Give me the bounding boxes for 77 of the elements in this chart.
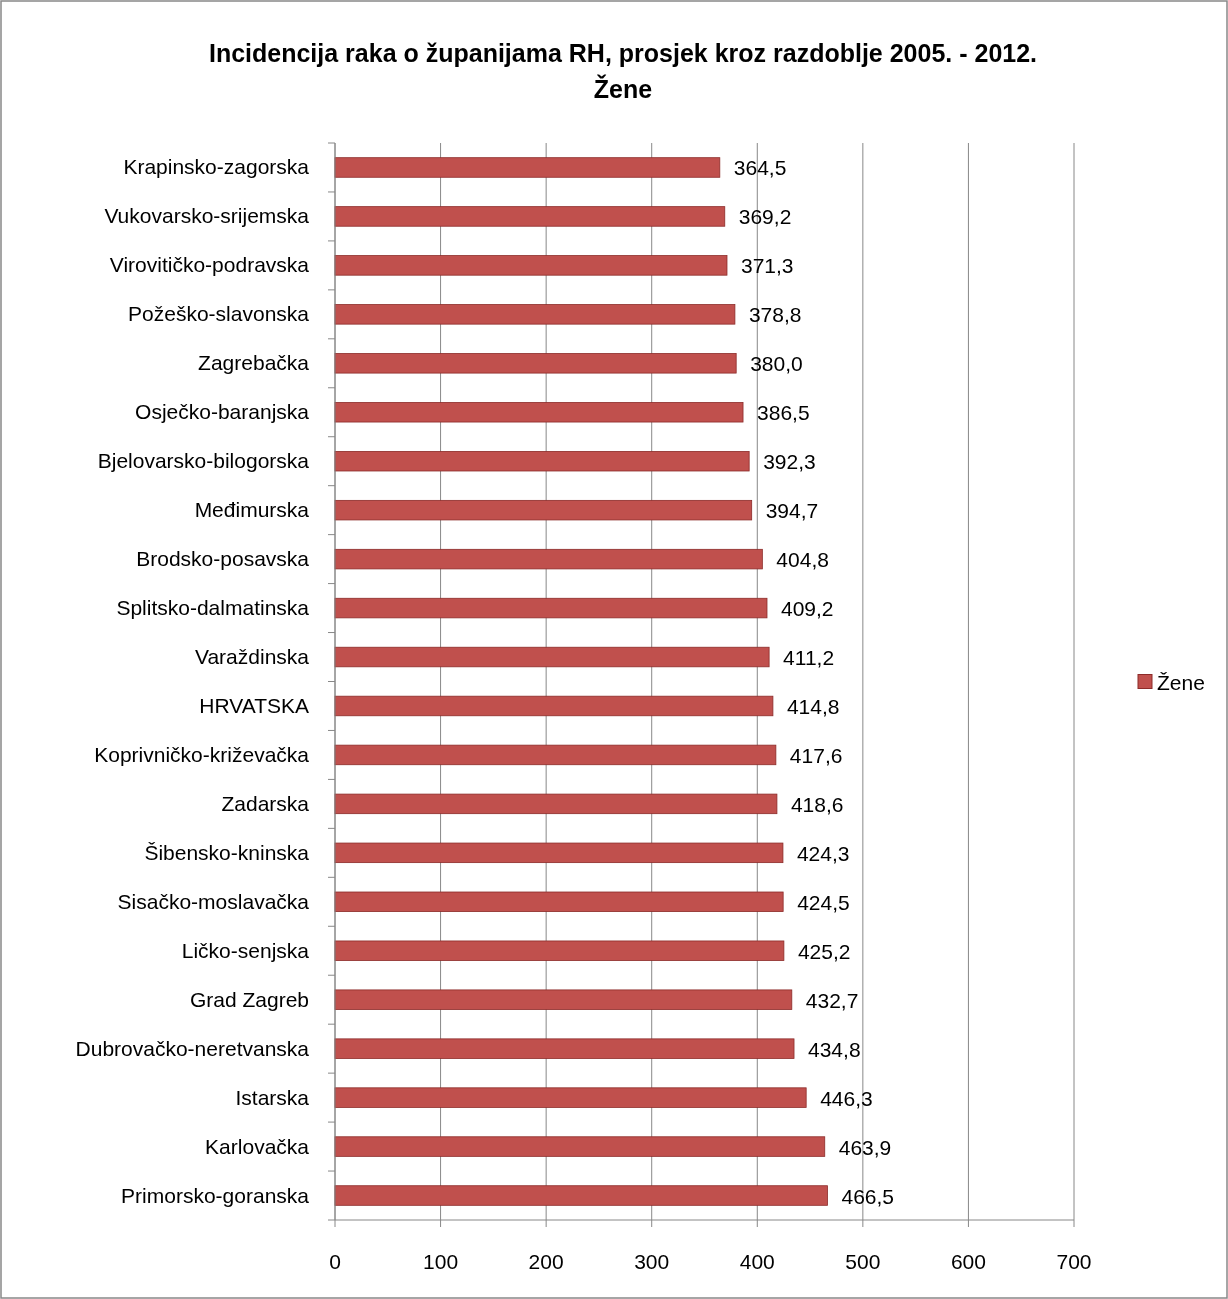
y-tick-label: Splitsko-dalmatinska — [116, 596, 310, 620]
data-label: 425,2 — [797, 939, 851, 963]
y-tick-label: Šibensko-kninska — [144, 840, 310, 864]
data-label: 371,3 — [740, 254, 794, 278]
bar — [334, 304, 736, 325]
y-tick-label: Karlovačka — [205, 1134, 310, 1158]
bar — [334, 1185, 828, 1206]
y-tick-label: Zadarska — [221, 791, 310, 815]
data-label: 418,6 — [790, 792, 844, 816]
y-tick-label: Grad Zagreb — [189, 987, 309, 1011]
data-label: 424,5 — [797, 890, 850, 914]
y-tick-label: Dubrovačko-neretvanska — [75, 1036, 310, 1060]
data-label: 424,3 — [796, 841, 850, 865]
bar — [334, 1038, 795, 1059]
bar — [334, 255, 728, 276]
data-label: 466,5 — [841, 1184, 895, 1208]
bar — [334, 646, 770, 668]
bar — [334, 1136, 826, 1157]
chart-title: Incidencija raka o županijama RH, prosjek kroz razdoblje 2005. - 2012. — [208, 39, 1038, 67]
y-tick-label: Virovitičko-podravska — [109, 253, 310, 277]
bar — [334, 989, 793, 1010]
bar — [334, 451, 750, 472]
bar — [334, 1087, 807, 1108]
bar — [334, 353, 737, 374]
y-tick-label: Primorsko-goranska — [121, 1183, 310, 1207]
bar — [334, 891, 784, 912]
data-label: 409,2 — [781, 597, 834, 621]
y-tick-label: Sisačko-moslavačka — [117, 889, 310, 913]
bar — [334, 793, 778, 815]
x-tick-label: 700 — [1056, 1250, 1092, 1273]
y-tick-label: Požeško-slavonska — [128, 302, 310, 326]
bar — [334, 206, 726, 227]
y-tick-label: Krapinsko-zagorska — [123, 155, 310, 179]
data-label: 446,3 — [820, 1086, 873, 1110]
y-tick-label: Varaždinska — [194, 645, 310, 669]
y-tick-label: Brodsko-posavska — [136, 547, 310, 571]
bar — [334, 842, 784, 864]
x-tick-label: 0 — [329, 1250, 341, 1273]
bar — [334, 548, 763, 570]
data-label: 392,3 — [763, 450, 816, 474]
data-label: 432,7 — [805, 988, 859, 1012]
data-label: 386,5 — [757, 401, 810, 425]
legend-label: Žene — [1157, 670, 1205, 694]
bar — [334, 695, 774, 717]
chart-subtitle: Žene — [593, 74, 653, 103]
x-tick-label: 200 — [528, 1250, 564, 1273]
data-label: 380,0 — [750, 352, 803, 376]
x-tick-label: 400 — [739, 1250, 775, 1273]
y-tick-label: HRVATSKA — [199, 693, 309, 717]
y-tick-label: Bjelovarsko-bilogorska — [97, 449, 310, 473]
bar — [334, 157, 721, 178]
data-label: 463,9 — [838, 1135, 892, 1159]
data-label: 414,8 — [786, 694, 840, 718]
bar — [334, 499, 753, 521]
data-label: 404,8 — [776, 548, 829, 572]
data-label: 394,7 — [765, 499, 819, 523]
bar — [334, 940, 785, 961]
y-tick-label: Osječko-baranjska — [135, 400, 310, 424]
y-tick-label: Istarska — [235, 1085, 310, 1109]
data-label: 378,8 — [748, 303, 802, 327]
data-label: 369,2 — [738, 205, 792, 229]
bar — [334, 402, 744, 423]
bar — [334, 744, 777, 766]
x-tick-label: 300 — [634, 1250, 670, 1273]
x-tick-label: 500 — [845, 1250, 881, 1273]
y-tick-label: Međimurska — [194, 498, 310, 522]
y-tick-label: Koprivničko-križevačka — [94, 742, 310, 766]
data-label: 417,6 — [789, 743, 843, 767]
y-tick-label: Vukovarsko-srijemska — [104, 204, 310, 228]
data-label: 411,2 — [783, 646, 835, 670]
bar — [334, 597, 768, 619]
data-label: 364,5 — [733, 156, 787, 180]
y-tick-label: Ličko-senjska — [181, 938, 310, 962]
x-tick-label: 600 — [950, 1250, 986, 1273]
data-label: 434,8 — [808, 1037, 861, 1061]
y-tick-label: Zagrebačka — [198, 351, 310, 375]
x-tick-label: 100 — [423, 1250, 459, 1273]
